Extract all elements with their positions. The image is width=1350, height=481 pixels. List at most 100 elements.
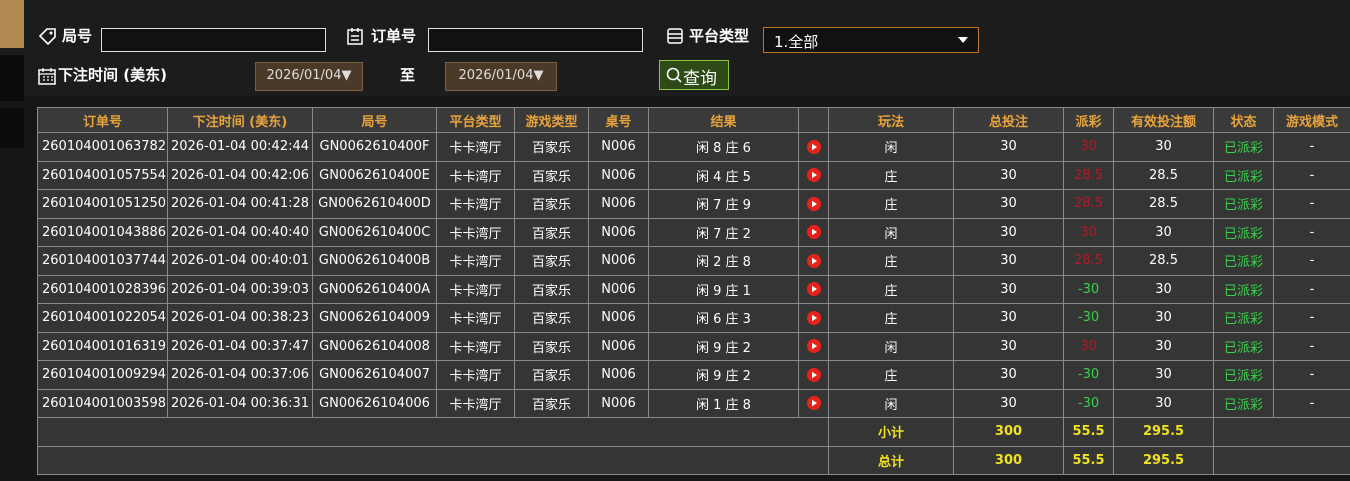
table-cell: 百家乐 (514, 217, 589, 247)
column-header-blank (798, 107, 829, 133)
play-icon[interactable] (806, 225, 821, 240)
table-cell: 百家乐 (514, 189, 589, 219)
table-cell: 卡卡湾厅 (436, 388, 515, 418)
table-cell: 30 (1113, 303, 1214, 333)
table-cell: 30 (1063, 331, 1114, 361)
table-cell: 30 (953, 160, 1064, 190)
table-cell: - (1273, 303, 1350, 333)
table-cell: 30 (953, 246, 1064, 276)
play-icon[interactable] (806, 396, 821, 411)
table-cell: N006 (588, 189, 649, 219)
play-icon[interactable] (806, 139, 821, 154)
table-cell: 卡卡湾厅 (436, 303, 515, 333)
table-cell: 28.5 (1063, 189, 1114, 219)
column-header: 玩法 (828, 107, 954, 133)
play-cell[interactable] (798, 274, 829, 304)
search-button[interactable]: 查询 (659, 60, 729, 90)
table-cell: GN00626104006 (312, 388, 437, 418)
play-icon[interactable] (806, 339, 821, 354)
table-cell: 2026-01-04 00:40:01 (167, 246, 313, 276)
table-body: 260104001063782 2026-01-04 00:42:44 GN0062… (37, 132, 1350, 475)
play-cell[interactable] (798, 246, 829, 276)
summary-total-bet: 300 (953, 445, 1064, 475)
table-cell: 已派彩 (1213, 189, 1274, 219)
table-cell: 30 (1113, 388, 1214, 418)
table-cell: 闲 1 庄 8 (648, 388, 799, 418)
play-icon[interactable] (806, 367, 821, 382)
side-tab (0, 0, 24, 48)
table-cell: 已派彩 (1213, 303, 1274, 333)
table-cell: 2026-01-04 00:41:28 (167, 189, 313, 219)
play-cell[interactable] (798, 360, 829, 390)
table-cell: - (1273, 360, 1350, 390)
play-icon[interactable] (806, 310, 821, 325)
column-header: 结果 (648, 107, 799, 133)
play-cell[interactable] (798, 331, 829, 361)
table-cell: 庄 (828, 246, 954, 276)
table-cell: 卡卡湾厅 (436, 274, 515, 304)
play-icon[interactable] (806, 253, 821, 268)
column-header: 有效投注额 (1113, 107, 1214, 133)
table-cell: 百家乐 (514, 132, 589, 162)
table-cell: 闲 7 庄 9 (648, 189, 799, 219)
date-from[interactable]: 2026/01/04▼ (255, 62, 363, 91)
round-input[interactable] (101, 28, 326, 52)
play-icon[interactable] (806, 168, 821, 183)
column-header: 下注时间 (美东) (167, 107, 313, 133)
table-cell: GN00626104007 (312, 360, 437, 390)
tag-icon (38, 28, 56, 45)
table-cell: 2026-01-04 00:42:06 (167, 160, 313, 190)
table-cell: 百家乐 (514, 274, 589, 304)
side-tab (0, 55, 24, 101)
table-cell: 2026-01-04 00:42:44 (167, 132, 313, 162)
dropdown-arrow (958, 37, 968, 43)
table-cell: 已派彩 (1213, 388, 1274, 418)
table-cell: 260104001063782 (37, 132, 168, 162)
table-cell: 卡卡湾厅 (436, 189, 515, 219)
table-cell: 闲 2 庄 8 (648, 246, 799, 276)
table-cell: 28.5 (1113, 160, 1214, 190)
table-cell: 闲 9 庄 2 (648, 360, 799, 390)
table-cell: 260104001043886 (37, 217, 168, 247)
date-to[interactable]: 2026/01/04▼ (445, 62, 557, 91)
table-cell: 30 (1113, 132, 1214, 162)
table-cell: N006 (588, 331, 649, 361)
play-cell[interactable] (798, 132, 829, 162)
table-row: 260104001028396 2026-01-04 00:39:03 GN0062… (37, 274, 1350, 304)
table-cell: GN0062610400D (312, 189, 437, 219)
summary-valid-bet: 295.5 (1113, 445, 1214, 475)
table-cell: 30 (1063, 217, 1114, 247)
table-cell: 30 (953, 274, 1064, 304)
order-label: 订单号 (371, 27, 417, 45)
summary-total-bet: 300 (953, 417, 1064, 447)
table-cell: - (1273, 160, 1350, 190)
order-input[interactable] (428, 28, 643, 52)
play-cell[interactable] (798, 189, 829, 219)
summary-row: 总计 300 55.5 295.5 (37, 445, 1350, 475)
play-icon[interactable] (806, 282, 821, 297)
play-cell[interactable] (798, 217, 829, 247)
play-icon[interactable] (806, 196, 821, 211)
play-cell[interactable] (798, 388, 829, 418)
platform-icon (667, 28, 683, 44)
bet-table: 订单号 下注时间 (美东) 局号 平台类型 游戏类型 桌号 结果 玩法 总投注 派彩 有效投注额 状态… (37, 107, 1350, 475)
table-cell: 闲 9 庄 2 (648, 331, 799, 361)
table-cell: 闲 (828, 388, 954, 418)
table-cell: 28.5 (1063, 246, 1114, 276)
table-cell: 2026-01-04 00:37:06 (167, 360, 313, 390)
search-text: 查询 (683, 69, 717, 89)
table-cell: 260104001057554 (37, 160, 168, 190)
platform-select[interactable]: 1.全部 (763, 27, 979, 53)
table-cell: -30 (1063, 274, 1114, 304)
play-cell[interactable] (798, 160, 829, 190)
play-cell[interactable] (798, 303, 829, 333)
platform-value: 1.全部 (774, 33, 819, 51)
table-cell: 卡卡湾厅 (436, 132, 515, 162)
column-header: 游戏模式 (1273, 107, 1350, 133)
table-cell: -30 (1063, 360, 1114, 390)
table-cell: 260104001051250 (37, 189, 168, 219)
table-cell: GN00626104009 (312, 303, 437, 333)
table-cell: 260104001022054 (37, 303, 168, 333)
table-cell: 百家乐 (514, 331, 589, 361)
